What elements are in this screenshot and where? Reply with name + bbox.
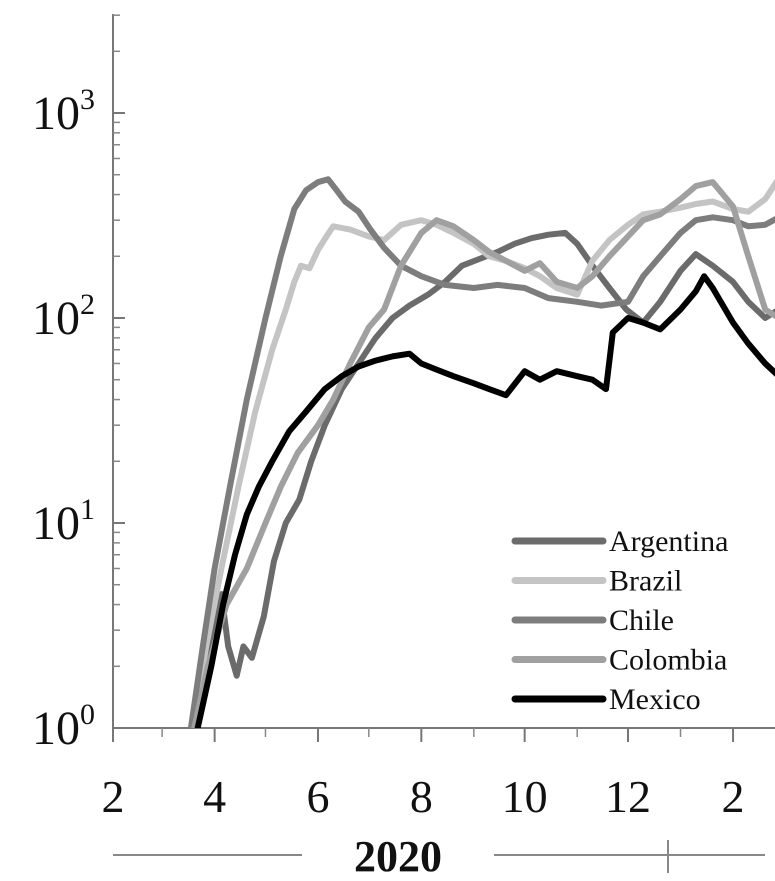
legend-label-argentina: Argentina bbox=[609, 525, 728, 558]
y-tick-label: 100 bbox=[32, 698, 95, 755]
y-tick-label: 102 bbox=[32, 288, 95, 345]
series-line-colombia bbox=[191, 179, 775, 728]
series-line-brazil bbox=[189, 178, 775, 728]
year-label: 2020 bbox=[354, 832, 442, 881]
series-line-mexico bbox=[194, 273, 775, 728]
legend-label-colombia: Colombia bbox=[609, 644, 727, 677]
series-line-chile bbox=[187, 176, 775, 728]
x-tick-label: 6 bbox=[306, 771, 329, 822]
year-axis: 2020 bbox=[113, 832, 765, 881]
legend-label-mexico: Mexico bbox=[609, 683, 701, 716]
legend-label-chile: Chile bbox=[609, 604, 674, 637]
x-tick-label: 2 bbox=[102, 771, 125, 822]
x-tick-label: 2 bbox=[722, 771, 745, 822]
x-tick-label: 8 bbox=[410, 771, 433, 822]
x-tick-label: 12 bbox=[605, 771, 651, 822]
axes: 100 101 102 103 2 4 6 8 10 12 2 bbox=[32, 14, 775, 822]
x-tick-label: 10 bbox=[502, 771, 548, 822]
y-tick-label: 103 bbox=[32, 83, 95, 140]
series-lines bbox=[187, 176, 775, 728]
x-tick-label: 4 bbox=[203, 771, 226, 822]
y-tick-label: 101 bbox=[32, 493, 95, 550]
legend-label-brazil: Brazil bbox=[609, 565, 682, 598]
legend: Argentina Brazil Chile Colombia Mexico bbox=[511, 525, 728, 716]
